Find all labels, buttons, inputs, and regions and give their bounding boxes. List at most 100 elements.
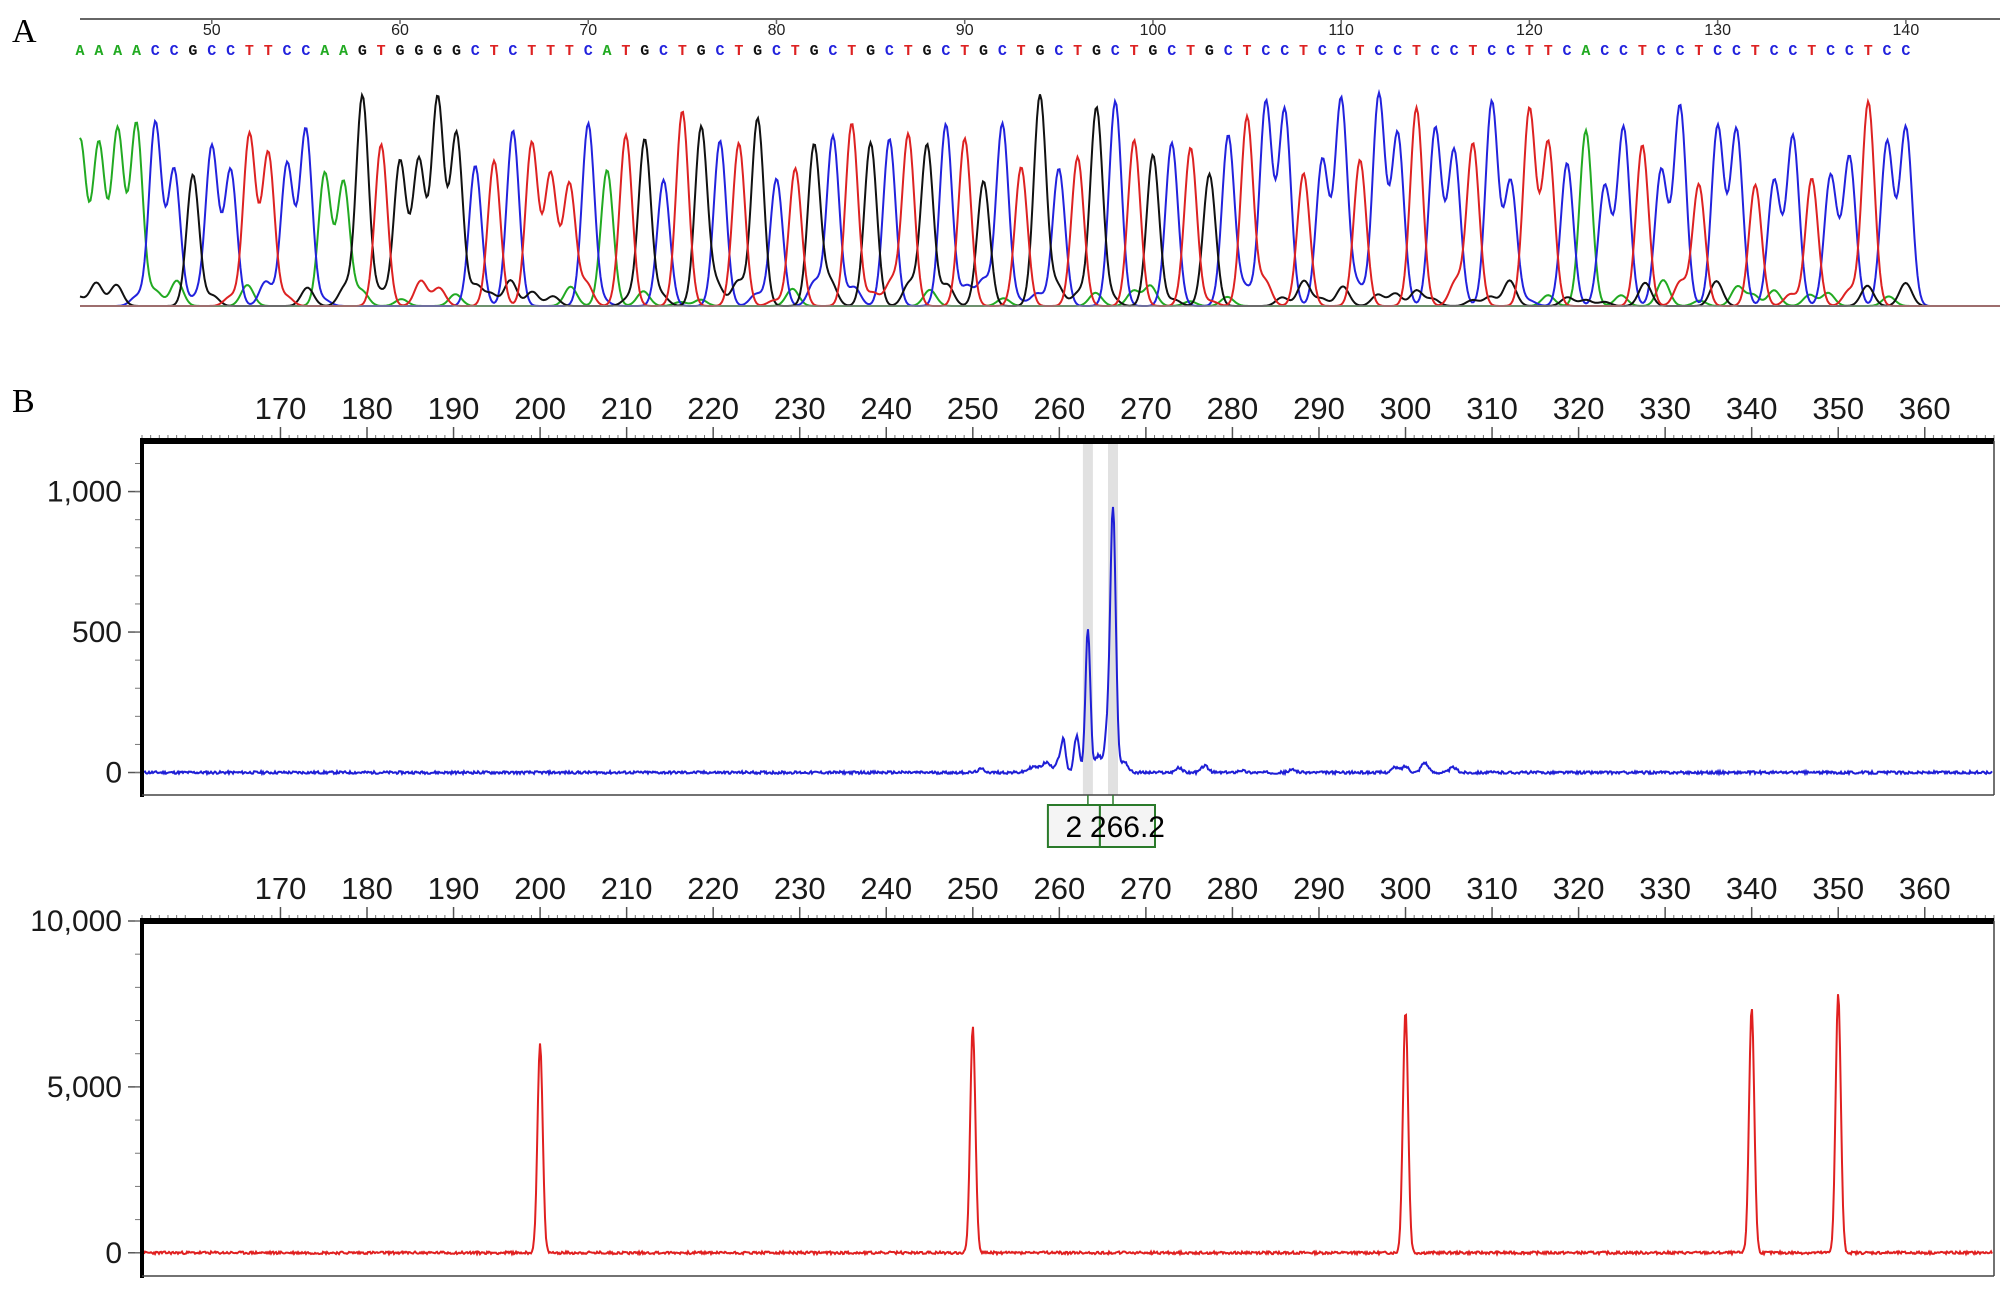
sequence-tick-label: 140 (1893, 22, 1920, 39)
panel-label-b: B (12, 383, 35, 420)
size-standard-trace (143, 994, 1993, 1257)
base-call: C (1431, 43, 1440, 60)
x-tick-label: 180 (341, 871, 393, 906)
standard-x-axis: 170 180 190 200 210 220 230 240 250 260 270 280 290 3… (141, 871, 1995, 921)
x-tick-label: 210 (601, 871, 653, 906)
base-call: C (151, 43, 160, 60)
trace-T (80, 97, 2000, 307)
base-call: T (1017, 43, 1026, 60)
base-call: C (1600, 43, 1609, 60)
base-call: A (339, 43, 348, 60)
x-tick-label: 350 (1812, 391, 1864, 426)
base-call: C (1713, 43, 1722, 60)
base-call: C (170, 43, 179, 60)
base-call: T (1186, 43, 1195, 60)
sequence-tick-label: 100 (1140, 22, 1167, 39)
base-call: A (132, 43, 141, 60)
sequence-position-ticks: 50 60 70 80 90 100 110 120 130 140 (203, 19, 1919, 39)
base-call: C (1826, 43, 1835, 60)
x-tick-label: 290 (1293, 871, 1345, 906)
x-tick-label: 180 (341, 391, 393, 426)
base-call: C (659, 43, 668, 60)
base-call: C (1374, 43, 1383, 60)
base-call: C (1845, 43, 1854, 60)
peak-label-box (1098, 804, 1157, 848)
base-call: T (1525, 43, 1534, 60)
base-call: T (245, 43, 254, 60)
y-tick-label: 0 (105, 757, 122, 790)
y-tick-label: 5,000 (47, 1071, 122, 1104)
x-tick-label: 260 (1033, 871, 1085, 906)
sequence-tick-label: 120 (1516, 22, 1543, 39)
base-call: T (734, 43, 743, 60)
x-tick-label: 360 (1899, 871, 1951, 906)
base-call: G (753, 43, 762, 60)
base-call: C (1261, 43, 1270, 60)
y-tick-label: 500 (72, 616, 122, 649)
base-call: G (1148, 43, 1157, 60)
sequence-tick-label: 70 (579, 22, 597, 39)
base-call: T (1864, 43, 1873, 60)
fragment-trace (143, 506, 1993, 777)
base-call: T (1412, 43, 1421, 60)
x-tick-label: 310 (1466, 871, 1518, 906)
trace-C (80, 88, 2000, 307)
base-call: C (1224, 43, 1233, 60)
base-call: C (1054, 43, 1063, 60)
sequence-tick-label: 80 (768, 22, 786, 39)
base-call: C (1675, 43, 1684, 60)
base-call: C (1788, 43, 1797, 60)
base-call: C (508, 43, 517, 60)
sequence-tick-label: 110 (1328, 22, 1354, 39)
base-call: C (885, 43, 894, 60)
base-call: A (113, 43, 122, 60)
base-call: T (546, 43, 555, 60)
base-call: C (226, 43, 235, 60)
base-call: C (772, 43, 781, 60)
base-call: T (621, 43, 630, 60)
base-call: G (1205, 43, 1214, 60)
base-call: T (1807, 43, 1816, 60)
x-tick-label: 340 (1726, 871, 1778, 906)
x-tick-label: 320 (1553, 391, 1605, 426)
base-call: G (358, 43, 367, 60)
panel-label-a: A (12, 13, 37, 50)
base-call: C (1506, 43, 1515, 60)
fragment-electropherogram: 170 180 190 200 210 220 230 240 250 260 270 280 290 3… (47, 391, 1995, 848)
x-tick-label: 320 (1553, 871, 1605, 906)
base-call: G (433, 43, 442, 60)
x-tick-label: 280 (1207, 871, 1259, 906)
peak-label-box (1046, 804, 1101, 848)
x-tick-label: 350 (1812, 871, 1864, 906)
base-call: C (1619, 43, 1628, 60)
base-call: C (1111, 43, 1120, 60)
base-call: C (207, 43, 216, 60)
base-call: C (1732, 43, 1741, 60)
base-call: T (490, 43, 499, 60)
base-call: T (1299, 43, 1308, 60)
base-call: C (1657, 43, 1666, 60)
x-tick-label: 270 (1120, 391, 1172, 426)
base-call: C (1883, 43, 1892, 60)
sequence-tick-label: 90 (956, 22, 974, 39)
base-call: A (94, 43, 103, 60)
x-tick-label: 240 (860, 391, 912, 426)
x-tick-label: 230 (774, 871, 826, 906)
base-call: A (75, 43, 84, 60)
base-call: T (960, 43, 969, 60)
x-tick-label: 360 (1899, 391, 1951, 426)
base-call: C (1563, 43, 1572, 60)
x-tick-label: 300 (1380, 391, 1432, 426)
x-tick-label: 260 (1033, 391, 1085, 426)
sequence-tick-label: 60 (391, 22, 409, 39)
base-call: T (1073, 43, 1082, 60)
y-tick-label: 0 (105, 1237, 122, 1270)
base-call: T (791, 43, 800, 60)
base-call: G (979, 43, 988, 60)
base-call: T (264, 43, 273, 60)
base-call: G (697, 43, 706, 60)
sequence-tick-label: 130 (1704, 22, 1731, 39)
base-call: G (1092, 43, 1101, 60)
base-call: C (1487, 43, 1496, 60)
